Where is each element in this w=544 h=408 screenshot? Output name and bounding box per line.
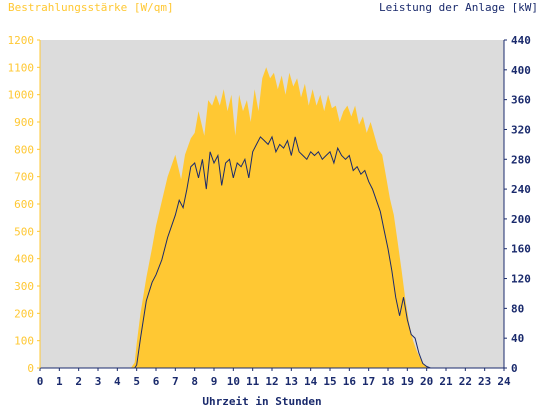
- left-y-tick-label: 600: [14, 198, 34, 211]
- left-y-tick-label: 0: [27, 362, 34, 375]
- x-tick-label: 4: [114, 375, 121, 388]
- irradiance-area: [40, 67, 504, 369]
- x-tick-label: 2: [75, 375, 82, 388]
- right-y-tick-label: 0: [511, 362, 518, 375]
- left-y-tick-label: 200: [14, 307, 34, 320]
- right-y-tick-label: 40: [511, 332, 524, 345]
- x-tick-label: 24: [497, 375, 511, 388]
- x-tick-label: 20: [420, 375, 433, 388]
- x-tick-label: 16: [343, 375, 357, 388]
- left-y-tick-label: 700: [14, 171, 34, 184]
- left-y-tick-label: 500: [14, 225, 34, 238]
- right-y-tick-label: 360: [511, 94, 531, 107]
- x-tick-label: 10: [227, 375, 240, 388]
- left-y-tick-label: 800: [14, 143, 34, 156]
- x-tick-label: 6: [153, 375, 160, 388]
- left-y-tick-label: 1200: [8, 34, 35, 47]
- left-y-tick-label: 300: [14, 280, 34, 293]
- right-y-tick-label: 200: [511, 213, 531, 226]
- x-tick-label: 23: [478, 375, 491, 388]
- x-tick-label: 18: [381, 375, 394, 388]
- axes: [37, 39, 507, 371]
- x-tick-label: 9: [211, 375, 218, 388]
- x-tick-label: 15: [323, 375, 336, 388]
- x-tick-label: 5: [133, 375, 140, 388]
- right-axis-title: Leistung der Anlage [kW]: [379, 1, 538, 14]
- x-tick-label: 8: [191, 375, 198, 388]
- x-tick-label: 17: [362, 375, 375, 388]
- left-y-tick-label: 1000: [8, 89, 35, 102]
- x-tick-label: 13: [285, 375, 298, 388]
- right-y-tick-label: 160: [511, 243, 531, 256]
- x-tick-label: 21: [439, 375, 453, 388]
- left-y-tick-label: 400: [14, 253, 34, 266]
- x-axis-title: Uhrzeit in Stunden: [202, 395, 321, 408]
- right-y-tick-label: 400: [511, 64, 531, 77]
- x-tick-label: 3: [95, 375, 102, 388]
- right-y-tick-label: 440: [511, 34, 531, 47]
- right-y-tick-label: 280: [511, 153, 531, 166]
- left-y-tick-label: 1100: [8, 61, 35, 74]
- left-y-tick-label: 900: [14, 116, 34, 129]
- power-line: [40, 135, 504, 369]
- x-tick-label: 1: [56, 375, 63, 388]
- x-tick-label: 19: [401, 375, 414, 388]
- left-axis-title: Bestrahlungsstärke [W/qm]: [8, 1, 174, 14]
- x-tick-label: 0: [37, 375, 44, 388]
- x-tick-label: 12: [265, 375, 278, 388]
- right-y-tick-label: 80: [511, 302, 524, 315]
- left-y-tick-label: 100: [14, 335, 34, 348]
- x-tick-label: 11: [246, 375, 260, 388]
- right-y-tick-label: 240: [511, 183, 531, 196]
- right-y-tick-label: 120: [511, 273, 531, 286]
- x-tick-label: 22: [459, 375, 472, 388]
- x-tick-label: 7: [172, 375, 179, 388]
- x-tick-label: 14: [304, 375, 318, 388]
- tick-labels: 0 1 2 3 4 5 6 7 8 9 10 11 12 13 14 15 16 17 18 19 20 21 22 23 24…: [8, 34, 531, 388]
- right-y-tick-label: 320: [511, 123, 531, 136]
